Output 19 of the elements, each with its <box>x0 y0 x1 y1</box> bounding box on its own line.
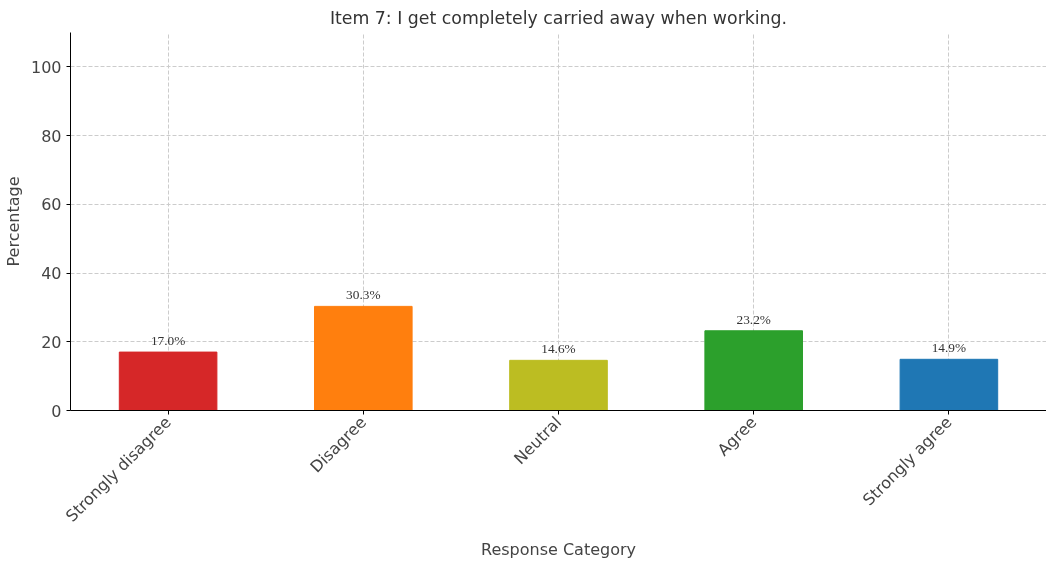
bar <box>899 358 999 411</box>
chart-title: Item 7: I get completely carried away when working. <box>329 7 788 28</box>
bar <box>509 359 608 411</box>
bar <box>314 305 413 411</box>
data-label: 14.9% <box>931 340 967 356</box>
y-tick-label: 100 <box>30 57 62 77</box>
data-label: 30.3% <box>346 287 381 303</box>
y-axis-title: Percentage <box>3 176 23 267</box>
data-label: 23.2% <box>736 311 771 327</box>
y-tick-label: 60 <box>41 195 62 215</box>
y-tick-label: 80 <box>41 126 62 146</box>
y-tick-label: 0 <box>51 401 62 421</box>
x-axis-title: Response Category <box>480 540 637 560</box>
y-tick-label: 40 <box>41 264 62 284</box>
bar <box>704 330 803 411</box>
data-label: 17.0% <box>150 333 186 349</box>
bar <box>118 351 218 411</box>
data-label: 14.6% <box>541 341 576 357</box>
y-tick-label: 20 <box>41 332 62 352</box>
